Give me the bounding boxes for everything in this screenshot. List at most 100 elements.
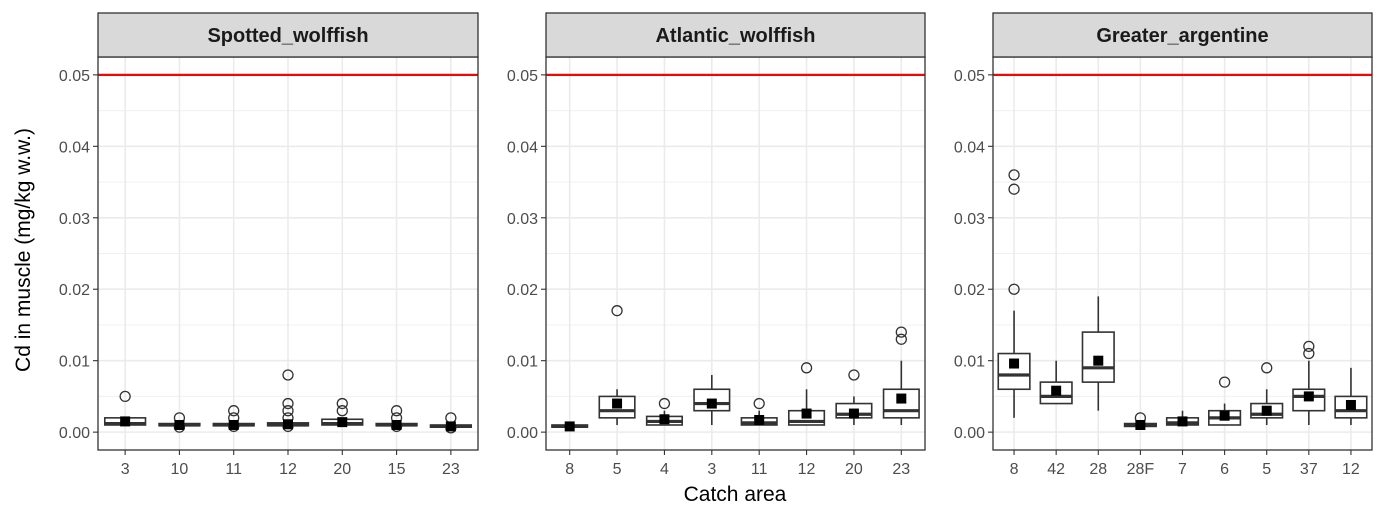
y-tick-label: 0.01 xyxy=(507,354,538,371)
x-tick-label: 12 xyxy=(798,461,816,478)
box-28 xyxy=(1081,296,1115,411)
mean-marker xyxy=(754,414,765,425)
mean-marker xyxy=(174,419,185,430)
panel-title: Greater_argentine xyxy=(1096,25,1268,47)
mean-marker xyxy=(228,419,239,430)
mean-marker xyxy=(391,419,402,430)
x-tick-label: 15 xyxy=(388,461,406,478)
outlier-point xyxy=(1261,362,1273,374)
panel-title: Spotted_wolffish xyxy=(207,25,368,47)
x-tick-label: 5 xyxy=(1262,461,1271,478)
outlier-point xyxy=(1008,169,1020,181)
y-tick-label: 0.01 xyxy=(59,354,90,371)
x-tick-label: 37 xyxy=(1300,461,1318,478)
mean-marker xyxy=(445,421,456,432)
mean-marker xyxy=(659,414,670,425)
panel-3: 0.00 0.01 0.02 0.03 0.04 0.05 8 42 28 28F 7 6 5 37 12 G… xyxy=(954,12,1373,478)
y-tick-label: 0.00 xyxy=(954,425,985,442)
y-axis-title: Cd in muscle (mg/kg w.w.) xyxy=(12,128,35,372)
x-tick-label: 23 xyxy=(442,461,460,478)
box-11 xyxy=(740,397,778,426)
panel-1: 0.00 0.01 0.02 0.03 0.04 0.05 3 10 11 12 20 15 23 Spo… xyxy=(59,12,479,478)
x-tick-label: 6 xyxy=(1220,461,1229,478)
mean-marker xyxy=(1009,358,1020,369)
mean-marker xyxy=(337,417,348,428)
box-12 xyxy=(266,369,310,433)
outlier-point xyxy=(895,333,907,345)
outlier-point xyxy=(658,397,671,410)
y-tick-label: 0.04 xyxy=(59,139,90,156)
outlier-point xyxy=(895,326,907,338)
box-23 xyxy=(429,412,473,434)
x-tick-label: 7 xyxy=(1178,461,1187,478)
mean-marker xyxy=(1177,416,1188,427)
box-10 xyxy=(158,412,201,433)
box-7 xyxy=(1165,410,1200,427)
mean-marker xyxy=(1051,385,1062,396)
y-tick-label: 0.01 xyxy=(954,354,985,371)
outlier-point xyxy=(336,397,348,410)
mean-marker xyxy=(1093,355,1104,366)
outlier-point xyxy=(119,390,131,403)
y-tick-label: 0.00 xyxy=(507,425,538,442)
outlier-point xyxy=(611,305,623,317)
box-20 xyxy=(321,397,364,428)
box-body xyxy=(882,388,920,419)
mean-marker xyxy=(896,393,907,404)
outlier-point xyxy=(228,405,240,417)
y-tick-label: 0.02 xyxy=(954,282,985,299)
x-tick-label: 20 xyxy=(333,461,351,478)
box-3 xyxy=(103,390,147,427)
box-42 xyxy=(1039,360,1073,405)
outlier-point xyxy=(1008,183,1020,195)
outlier-point xyxy=(336,405,348,417)
mean-marker xyxy=(706,398,717,409)
x-tick-label: 3 xyxy=(707,461,716,478)
mean-marker xyxy=(612,398,623,409)
mean-marker xyxy=(848,408,859,419)
box-5 xyxy=(1250,362,1284,425)
outlier-point xyxy=(753,397,765,410)
x-tick-label: 10 xyxy=(171,461,189,478)
panel-title: Atlantic_wolffish xyxy=(655,25,815,47)
mean-marker xyxy=(120,416,131,427)
mean-marker xyxy=(283,419,293,430)
x-axis-title: Catch area xyxy=(684,483,787,506)
x-tick-label: 5 xyxy=(613,461,622,478)
y-tick-label: 0.04 xyxy=(507,139,538,156)
box-12 xyxy=(787,362,826,426)
x-tick-label: 28 xyxy=(1089,461,1107,478)
box-8 xyxy=(551,421,589,432)
box-3 xyxy=(693,374,731,425)
panel-2: 0.00 0.01 0.02 0.03 0.04 0.05 8 5 4 3 11 12 20 23 Atla… xyxy=(507,12,926,478)
box-28F xyxy=(1123,412,1157,430)
x-tick-label: 20 xyxy=(845,461,863,478)
box-11 xyxy=(212,405,255,433)
y-tick-label: 0.03 xyxy=(507,211,538,228)
outlier-point xyxy=(800,362,813,374)
y-tick-label: 0.03 xyxy=(59,211,90,228)
y-tick-label: 0.04 xyxy=(954,139,985,156)
x-tick-label: 28F xyxy=(1127,461,1155,478)
mean-marker xyxy=(1135,419,1146,430)
x-tick-label: 3 xyxy=(121,461,130,478)
box-20 xyxy=(835,369,873,425)
y-tick-label: 0.05 xyxy=(954,68,985,85)
outlier-point xyxy=(1008,283,1020,295)
outlier-point xyxy=(1218,376,1231,388)
mean-marker xyxy=(1261,405,1272,416)
mean-marker xyxy=(1303,391,1314,402)
outlier-point xyxy=(848,369,860,381)
box-23 xyxy=(882,326,920,425)
x-tick-label: 12 xyxy=(279,461,297,478)
x-tick-label: 11 xyxy=(225,461,242,478)
x-tick-label: 12 xyxy=(1342,461,1360,478)
panel-strip xyxy=(545,12,926,58)
x-tick-label: 23 xyxy=(892,461,910,478)
mean-marker xyxy=(801,408,812,419)
x-tick-label: 4 xyxy=(660,461,669,478)
panels-layer: 0.00 0.01 0.02 0.03 0.04 0.05 3 10 11 12 20 15 23 Spo… xyxy=(59,12,1373,478)
box-4 xyxy=(645,397,684,426)
box-6 xyxy=(1208,376,1242,426)
